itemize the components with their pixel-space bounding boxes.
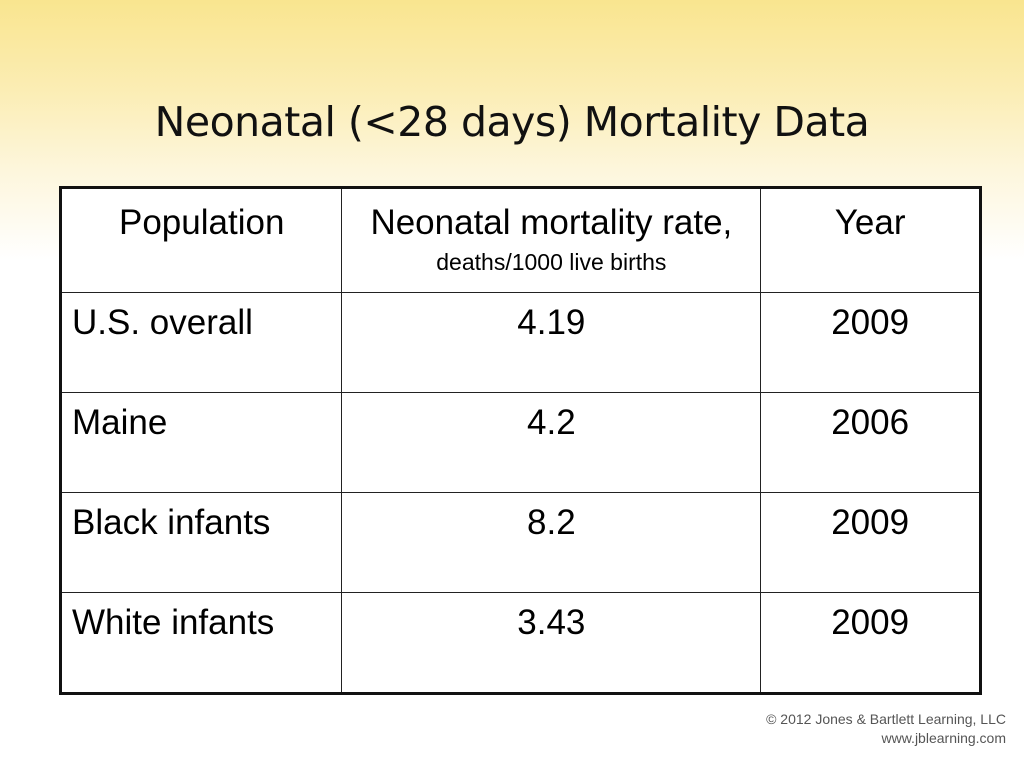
table-row: White infants 3.43 2009 — [59, 592, 981, 694]
website-url: www.jblearning.com — [881, 730, 1007, 746]
rate-cell: 4.19 — [341, 292, 762, 393]
table-row: Maine 4.2 2006 — [59, 392, 981, 493]
rate-cell: 4.2 — [341, 392, 762, 493]
header-mortality-rate-label: Neonatal mortality rate, — [370, 203, 733, 242]
population-cell: Black infants — [59, 492, 343, 593]
year-cell: 2006 — [760, 392, 981, 493]
year-cell: 2009 — [760, 292, 981, 393]
slide-title: Neonatal (<28 days) Mortality Data — [154, 98, 870, 146]
mortality-data-table: Population Neonatal mortality rate, deat… — [59, 186, 982, 695]
table-row: U.S. overall 4.19 2009 — [59, 292, 981, 393]
rate-cell: 8.2 — [341, 492, 762, 593]
table-header-row: Population Neonatal mortality rate, deat… — [59, 187, 981, 293]
copyright-notice: © 2012 Jones & Bartlett Learning, LLC ww… — [766, 710, 1006, 748]
header-mortality-rate: Neonatal mortality rate, deaths/1000 liv… — [341, 187, 762, 293]
rate-cell: 3.43 — [341, 592, 762, 694]
population-cell: U.S. overall — [59, 292, 343, 393]
header-population: Population — [59, 187, 343, 293]
year-cell: 2009 — [760, 592, 981, 694]
header-mortality-rate-units: deaths/1000 live births — [436, 249, 667, 275]
header-year: Year — [760, 187, 981, 293]
population-cell: White infants — [59, 592, 343, 694]
table-row: Black infants 8.2 2009 — [59, 492, 981, 593]
population-cell: Maine — [59, 392, 343, 493]
year-cell: 2009 — [760, 492, 981, 593]
copyright-text: © 2012 Jones & Bartlett Learning, LLC — [766, 711, 1006, 727]
